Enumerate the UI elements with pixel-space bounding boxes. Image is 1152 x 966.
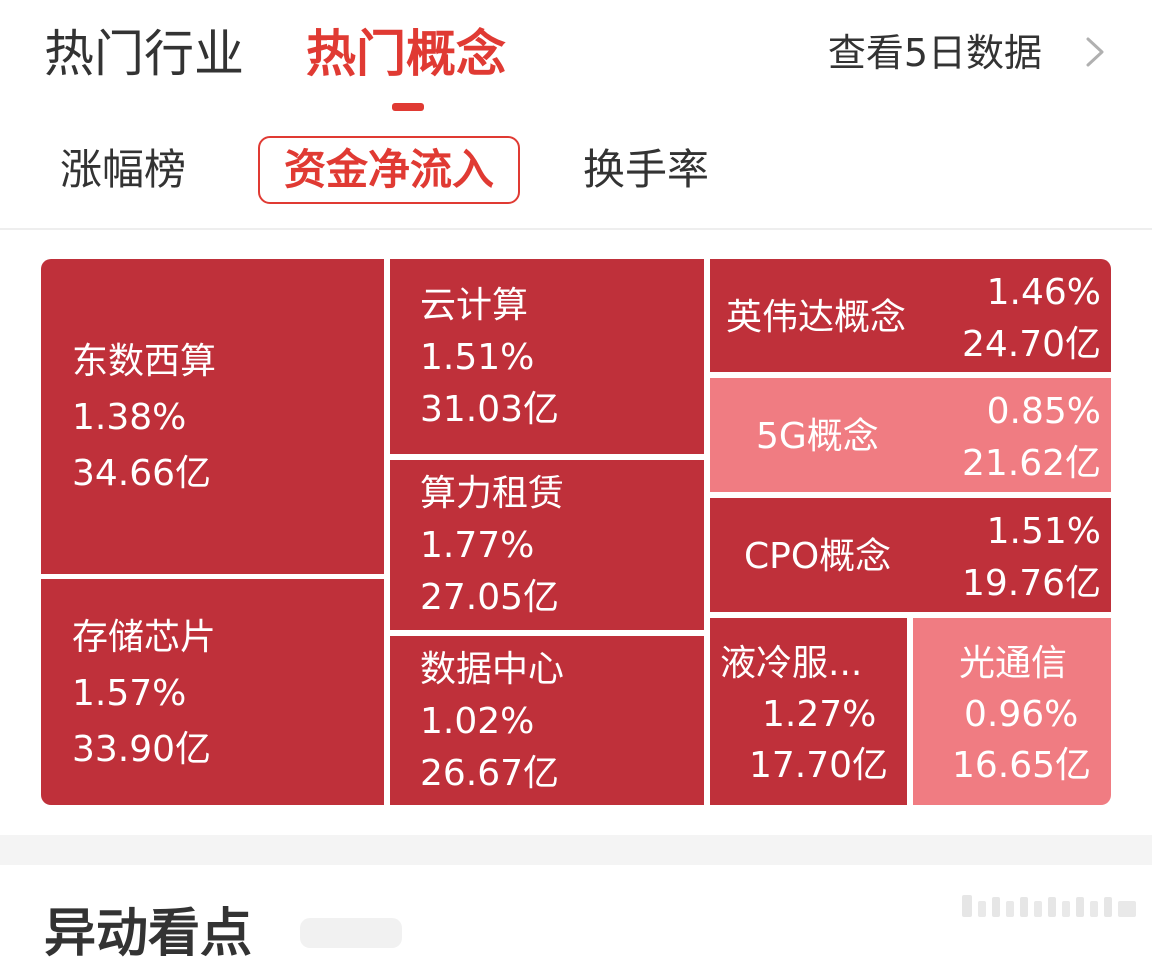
header-divider [0, 228, 1152, 230]
tile-name: 存储芯片 [72, 617, 217, 658]
tile-change: 1.38% [72, 397, 187, 438]
tile-change: 0.85% [986, 391, 1101, 432]
tile-inflow: 31.03亿 [420, 389, 560, 430]
tile-name: 算力租赁 [420, 473, 565, 514]
treemap-tile-dongshuxisuan[interactable]: 东数西算 1.38% 34.66亿 [41, 259, 384, 574]
tile-name: 英伟达概念 [726, 297, 907, 338]
tile-change: 1.51% [986, 511, 1101, 552]
subtab-rise-ranking[interactable]: 涨幅榜 [60, 145, 187, 194]
active-tab-indicator [392, 103, 424, 111]
tile-name: 云计算 [420, 285, 529, 326]
treemap-tile-optical-communication[interactable]: 光通信 0.96% 16.65亿 [913, 618, 1111, 805]
tile-inflow: 16.65亿 [952, 745, 1092, 786]
tile-inflow: 34.66亿 [72, 453, 212, 494]
tab-hot-industry[interactable]: 热门行业 [44, 25, 244, 83]
view-5-day-data-link[interactable]: 查看5日数据 [827, 31, 1042, 75]
watermark-bars-icon [962, 895, 1136, 917]
treemap-tile-data-center[interactable]: 数据中心 1.02% 26.67亿 [390, 636, 704, 805]
section-title-anomaly: 异动看点 [44, 904, 253, 964]
tile-name: CPO概念 [744, 536, 892, 577]
tile-change: 0.96% [964, 694, 1079, 735]
section-chip[interactable] [300, 918, 402, 948]
tile-name: 液冷服... [720, 643, 863, 684]
section-separator [0, 835, 1152, 865]
concept-treemap: 东数西算 1.38% 34.66亿 存储芯片 1.57% 33.90亿 云计算 … [41, 259, 1111, 805]
treemap-tile-storage-chip[interactable]: 存储芯片 1.57% 33.90亿 [41, 579, 384, 805]
treemap-tile-nvidia-concept[interactable]: 英伟达概念 1.46% 24.70亿 [710, 259, 1111, 372]
tile-inflow: 19.76亿 [961, 563, 1101, 604]
tab-hot-concept[interactable]: 热门概念 [306, 25, 506, 83]
tile-name: 光通信 [959, 643, 1068, 684]
chevron-right-icon[interactable] [1084, 36, 1106, 68]
tile-name: 5G概念 [756, 416, 879, 457]
tile-inflow: 33.90亿 [72, 729, 212, 770]
tile-change: 1.46% [986, 272, 1101, 313]
tile-inflow: 26.67亿 [420, 753, 560, 794]
tile-inflow: 24.70亿 [961, 324, 1101, 365]
treemap-tile-cpo-concept[interactable]: CPO概念 1.51% 19.76亿 [710, 498, 1111, 612]
tile-name: 数据中心 [420, 649, 565, 690]
treemap-tile-compute-leasing[interactable]: 算力租赁 1.77% 27.05亿 [390, 460, 704, 630]
treemap-tile-cloud-computing[interactable]: 云计算 1.51% 31.03亿 [390, 259, 704, 454]
tile-inflow: 17.70亿 [749, 745, 889, 786]
subtab-net-inflow[interactable]: 资金净流入 [258, 136, 520, 204]
treemap-tile-liquid-cooling-server[interactable]: 液冷服... 1.27% 17.70亿 [710, 618, 907, 805]
tile-inflow: 21.62亿 [961, 443, 1101, 484]
tile-change: 1.51% [420, 337, 535, 378]
tile-change: 1.27% [762, 694, 877, 735]
tile-inflow: 27.05亿 [420, 577, 560, 618]
treemap-tile-5g-concept[interactable]: 5G概念 0.85% 21.62亿 [710, 378, 1111, 492]
tile-change: 1.77% [420, 525, 535, 566]
tile-change: 1.57% [72, 673, 187, 714]
tile-name: 东数西算 [72, 341, 217, 382]
tile-change: 1.02% [420, 701, 535, 742]
subtab-turnover-rate[interactable]: 换手率 [583, 145, 710, 194]
